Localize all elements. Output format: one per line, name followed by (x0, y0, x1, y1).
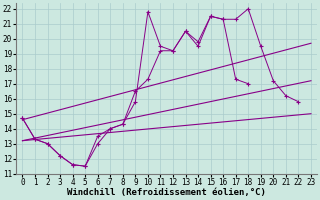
X-axis label: Windchill (Refroidissement éolien,°C): Windchill (Refroidissement éolien,°C) (67, 188, 266, 197)
